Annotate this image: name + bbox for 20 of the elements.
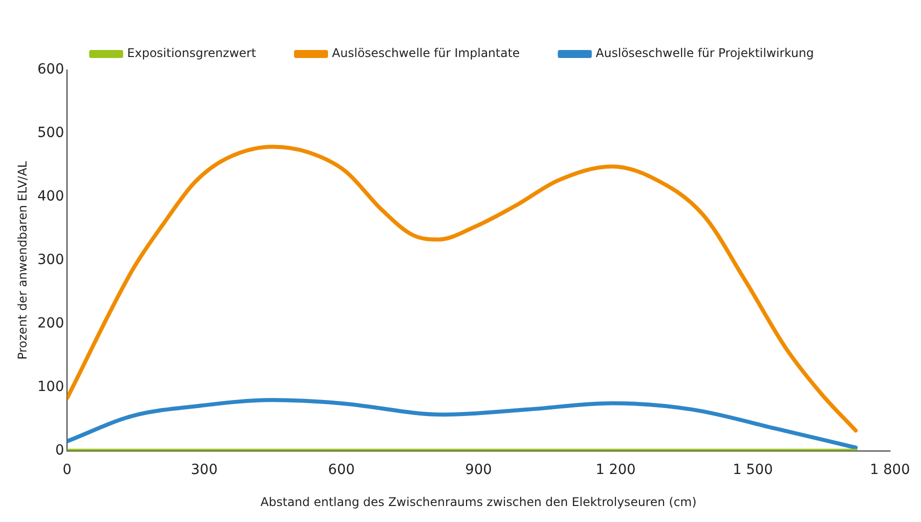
x-tick-label: 300 [190, 462, 218, 478]
x-tick-label: 1 500 [732, 462, 773, 478]
y-tick-label: 600 [37, 62, 64, 78]
x-tick-label: 1 800 [870, 462, 910, 478]
x-tick-label: 1 200 [596, 462, 636, 478]
y-tick-label: 300 [37, 252, 64, 268]
y-tick-label: 0 [55, 442, 64, 458]
y-tick-label: 200 [37, 316, 64, 332]
line-series [67, 144, 858, 432]
y-axis-title: Prozent der anwendbaren ELV/AL [15, 160, 30, 360]
x-tick-label: 900 [465, 462, 492, 478]
x-axis-title: Abstand entlang des Zwischenraums zwischen den Elektrolyseuren (cm) [260, 494, 697, 509]
y-tick-label: 400 [37, 188, 64, 205]
legend-label: Auslöseschwelle für Implantate [332, 46, 520, 60]
line-series [67, 398, 858, 450]
legend-label: Auslöseschwelle für Projektilwirkung [596, 46, 814, 60]
legend-label: Expositionsgrenzwert [127, 46, 256, 60]
y-tick-label: 100 [37, 378, 64, 395]
x-tick-label: 600 [328, 462, 355, 478]
y-tick-label: 500 [37, 125, 64, 142]
